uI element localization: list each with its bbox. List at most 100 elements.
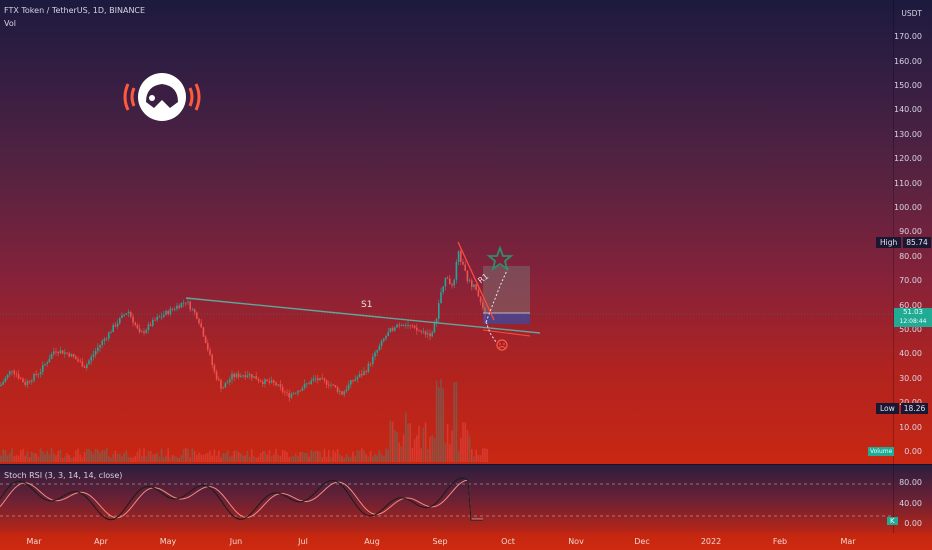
volume-bar [50,448,53,462]
volume-bar [64,456,66,462]
candle-body [264,379,266,384]
candle-body [295,393,297,394]
projection-up-path[interactable] [485,267,509,323]
volume-bar [350,457,352,462]
time-axis[interactable] [0,533,932,550]
star-icon[interactable] [486,245,514,272]
volume-bar [86,448,88,462]
candle-body [28,381,31,382]
resistance-line[interactable] [457,241,495,321]
candle-body [270,380,273,383]
candle-body [116,323,119,327]
candle-body [226,382,229,384]
candle-body [383,338,385,341]
volume-bar [308,456,310,462]
volume-bar [398,442,400,462]
long-target-zone[interactable] [483,266,530,313]
stoch-legend[interactable]: Stoch RSI (3, 3, 14, 14, close) [4,471,123,480]
price-tick-label: 0.00 [904,447,922,456]
candle-body [213,365,216,372]
volume-bar [356,450,359,462]
volume-bar [53,453,55,462]
long-stop-zone[interactable] [483,313,530,324]
volume-bar [380,453,383,462]
volume-bar [226,450,229,462]
volume-bar [288,456,290,462]
time-tick-label: Mar [840,537,856,546]
volume-bar [325,456,328,462]
volume-bar [387,449,389,462]
candle-body [211,354,213,366]
volume-bar [444,443,447,462]
candle-body [44,363,46,366]
candle-body [75,356,77,360]
volume-bar [270,456,273,462]
candle-body [143,331,145,333]
candle-body [257,379,260,381]
price-tick-label: 60.00 [899,300,922,310]
volume-bar [15,455,18,462]
volume-bar [438,387,440,462]
volume-bar [83,451,86,462]
candle-body [273,380,275,383]
candle-body [424,331,427,335]
volume-bar [268,450,271,462]
candle-body [442,286,444,293]
sad-face-icon[interactable] [496,339,508,351]
candle-body [134,322,136,325]
candle-body [427,333,429,335]
support-trendline[interactable] [185,297,541,334]
candle-body [402,324,405,326]
volume-bar [484,448,486,462]
volume-bar [295,453,297,462]
volume-bar [391,421,394,462]
volume-bar [169,457,172,462]
volume-bar [112,454,114,462]
volume-bar [341,456,343,462]
candle-body [57,351,59,354]
volume-bar [79,454,81,462]
volume-bar [66,453,68,462]
stop-line[interactable] [482,329,531,337]
volume-bar [26,451,29,462]
candle-body [141,331,143,333]
candle-body [306,383,308,385]
symbol-title[interactable]: FTX Token / TetherUS, 1D, BINANCE [4,6,146,15]
volume-bar [396,432,398,462]
candle-body [55,351,57,353]
candle-body [369,363,372,365]
volume-bar [462,422,464,462]
volume-bar [193,450,196,462]
candle-body [462,261,464,265]
trendline-label[interactable]: S1 [361,300,373,310]
time-tick-label: Jul [298,537,308,546]
volume-bar [435,380,438,462]
volume-bar [4,450,7,462]
volume-bar [202,454,205,462]
volume-bar [418,425,420,462]
volume-bar [460,437,462,462]
volume-bar [178,457,180,462]
candle-body [64,352,66,354]
volume-bar [416,435,418,462]
volume-bar [385,448,387,462]
volume-legend[interactable]: Vol [4,19,16,28]
stoch-rsi-pane[interactable] [0,465,932,533]
candle-body [363,371,365,376]
time-tick-label: Dec [634,537,650,546]
volume-bar [2,449,4,462]
candle-body [218,379,220,381]
candle-body [48,358,51,363]
candle-body [224,383,227,388]
volume-bar [103,450,106,462]
candle-body [321,377,323,379]
candle-body [209,349,211,355]
candle-body [70,353,73,357]
volume-bar [37,456,40,462]
volume-bar [125,450,128,462]
candle-body [385,336,387,339]
volume-bar [116,454,119,462]
pane-separator[interactable] [0,464,932,465]
